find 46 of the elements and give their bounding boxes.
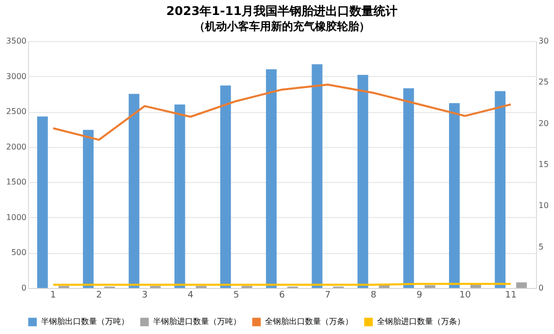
y-tick-label: 3000	[6, 72, 26, 81]
legend-label: 半钢胎出口数量（万吨）	[41, 316, 129, 326]
bar	[174, 104, 186, 288]
y2-tick-label: 5	[538, 242, 544, 252]
bar	[128, 94, 140, 288]
bar	[37, 116, 48, 288]
y2-tick-label: 10	[538, 201, 549, 210]
bar	[266, 69, 277, 288]
chart-subtitle: （机动小客车用新的充气橡胶轮胎）	[194, 20, 370, 33]
x-tick-label: 1	[50, 290, 56, 300]
y2-tick-label: 15	[538, 160, 549, 169]
x-tick-label: 6	[279, 290, 286, 300]
bar	[424, 285, 436, 288]
x-tick-label: 5	[233, 290, 240, 300]
x-tick-label: 10	[459, 290, 472, 300]
bar	[312, 64, 322, 288]
y2-tick-label: 20	[538, 118, 549, 128]
x-tick-label: 4	[188, 290, 194, 300]
x-tick-label: 8	[370, 290, 377, 300]
line-series	[52, 84, 512, 141]
y-tick-label: 500	[11, 248, 26, 258]
bar	[358, 74, 368, 288]
bar	[449, 103, 460, 288]
chart-title: 2023年1-11月我国半钢胎进出口数量统计	[166, 4, 398, 18]
x-tick-label: 9	[416, 290, 422, 300]
x-tick-label: 2	[96, 290, 102, 300]
x-tick-label: 3	[142, 290, 148, 300]
y-tick-label: 1500	[6, 178, 26, 187]
bar	[220, 85, 231, 288]
y-tick-label: 1000	[6, 212, 26, 222]
y-tick-label: 0	[21, 284, 26, 292]
y2-tick-label: 30	[538, 36, 549, 46]
x-tick-label: 7	[324, 290, 331, 300]
x-tick-label: 11	[505, 290, 517, 300]
y-tick-label: 2500	[6, 107, 26, 116]
bar	[403, 88, 414, 288]
y-tick-label: 2000	[6, 142, 26, 152]
legend-label: 半钢胎进口数量（万吨）	[153, 316, 241, 326]
bar	[82, 130, 94, 288]
y-tick-label: 3500	[6, 36, 26, 46]
y2-tick-label: 0	[538, 284, 544, 292]
legend-label: 全钢胎进口数量（万条）	[377, 316, 465, 326]
y2-tick-label: 25	[538, 78, 549, 87]
bar	[516, 282, 527, 288]
legend-label: 全钢胎出口数量（万条）	[265, 316, 353, 326]
bar	[494, 91, 506, 288]
